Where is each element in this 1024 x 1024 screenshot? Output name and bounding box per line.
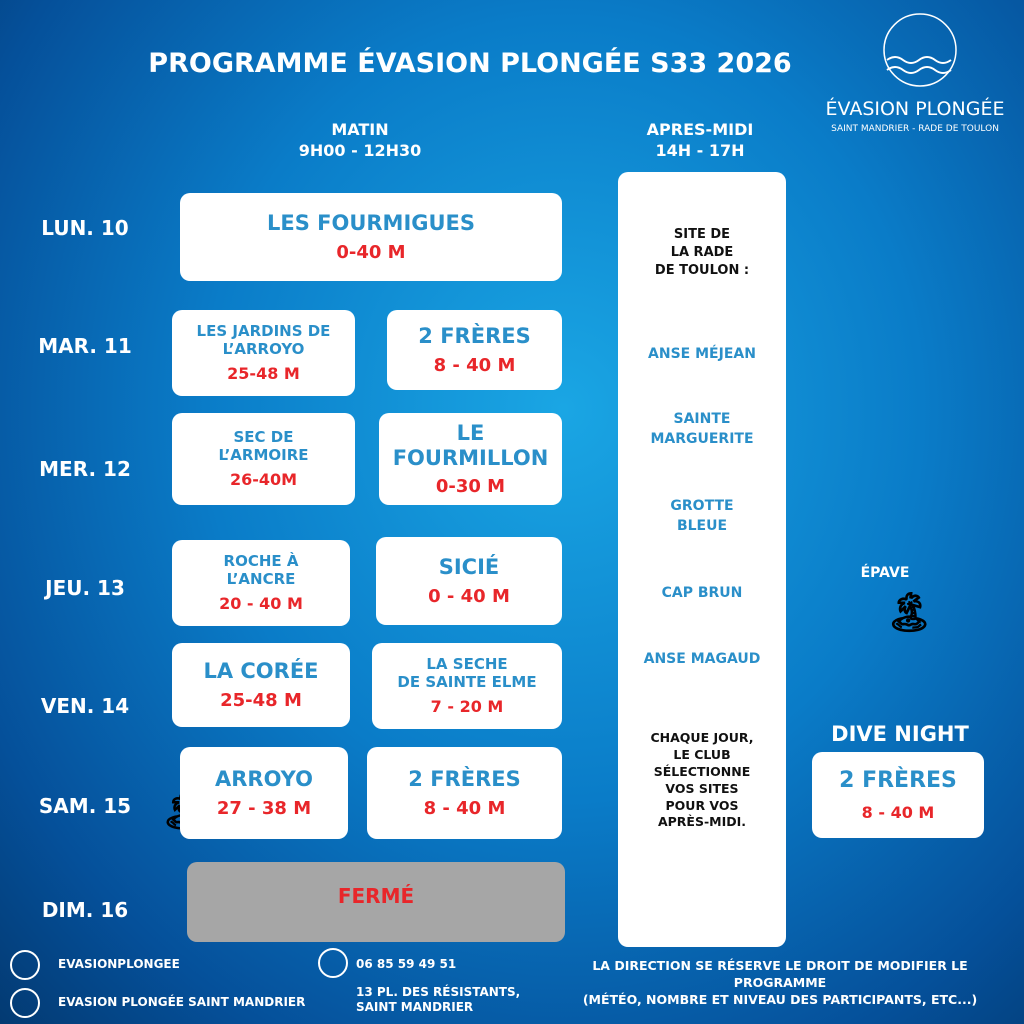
dive-card: LE FOURMILLON 0-30 M: [379, 413, 562, 505]
depth: 26-40M: [229, 469, 298, 489]
note-line: CHAQUE JOUR,: [650, 730, 754, 745]
afternoon-site: ANSE MÉJEAN: [618, 345, 786, 365]
site-name: L’ARMOIRE: [218, 445, 309, 464]
facebook-icon: [10, 988, 40, 1018]
afternoon-hours: 14H - 17H: [655, 141, 745, 160]
afternoon-site: GROTTE BLEUE: [618, 497, 786, 536]
day-label: LUN. 10: [41, 216, 129, 240]
afternoon-panel: [618, 172, 786, 947]
note-line: LE CLUB: [673, 746, 731, 762]
site-name: LES JARDINS DE: [196, 322, 331, 341]
disclaimer-1: LA DIRECTION SE RÉSERVE LE DROIT DE MODI…: [592, 958, 968, 973]
site-line: ANSE MÉJEAN: [648, 346, 756, 362]
site-name: ARROYO: [214, 767, 313, 792]
depth: 0 - 40 M: [428, 585, 510, 607]
dive-card: LES FOURMIGUES 0-40 M: [180, 193, 562, 281]
dive-card: LA CORÉE 25-48 M: [172, 643, 350, 727]
site-name: SICIÉ: [438, 555, 500, 580]
depth: 20 - 40 M: [219, 593, 303, 613]
night-depth: 8 - 40 M: [861, 803, 935, 823]
site-name: DE SAINTE ELME: [397, 672, 537, 691]
morning-hours: 9H00 - 12H30: [298, 141, 422, 160]
logo-name: ÉVASION PLONGÉE: [825, 98, 1005, 120]
site-name: LES FOURMIGUES: [266, 211, 476, 236]
wreck-icon: 🏝: [885, 590, 934, 634]
instagram-icon: [10, 950, 40, 980]
address-2: SAINT MANDRIER: [356, 1000, 474, 1014]
disclaimer-3: (MÉTÉO, NOMBRE ET NIVEAU DES PARTICIPANT…: [582, 992, 978, 1007]
site-line: BLEUE: [676, 517, 728, 534]
disclaimer-2: PROGRAMME: [733, 975, 827, 990]
night-label: DIVE NIGHT: [831, 722, 969, 746]
wreck-label: ÉPAVE: [860, 565, 910, 581]
dive-card: 2 FRÈRES 8 - 40 M: [387, 310, 562, 390]
dive-card: SICIÉ 0 - 40 M: [376, 537, 562, 625]
instagram: EVASIONPLONGEE: [58, 957, 180, 971]
day-label: VEN. 14: [40, 694, 130, 718]
phone-icon: [318, 948, 348, 978]
phone: 06 85 59 49 51: [356, 957, 457, 971]
site-line: ANSE MAGAUD: [643, 651, 761, 667]
site-name: SEC DE: [233, 428, 294, 447]
facebook: EVASION PLONGÉE SAINT MANDRIER: [58, 995, 306, 1009]
day-label: SAM. 15: [38, 794, 132, 818]
site-name: LE FOURMILLON: [392, 421, 549, 470]
afternoon-intro: SITE DE LA RADE DE TOULON :: [618, 226, 786, 281]
site-name: 2 FRÈRES: [408, 767, 521, 792]
dive-card: SEC DE L’ARMOIRE 26-40M: [172, 413, 355, 505]
depth: 0-40 M: [336, 241, 406, 263]
intro-line: LA RADE: [670, 245, 734, 261]
note-line: VOS SITES: [665, 780, 739, 796]
depth: 8 - 40 M: [433, 354, 516, 376]
day-label: MAR. 11: [38, 334, 132, 358]
afternoon-site: SAINTE MARGUERITE: [618, 410, 786, 449]
site-line: CAP BRUN: [661, 585, 743, 601]
afternoon-label: APRES-MIDI: [646, 120, 754, 139]
dive-card: LES JARDINS DE L’ARROYO 25-48 M: [172, 310, 355, 396]
note-line: POUR VOS: [665, 797, 739, 813]
site-name: 2 FRÈRES: [418, 324, 531, 349]
site-name: LA SECHE: [426, 655, 508, 674]
depth: 8 - 40 M: [423, 797, 506, 819]
day-label: MER. 12: [39, 457, 131, 481]
dive-card: ROCHE À L’ANCRE 20 - 40 M: [172, 540, 350, 626]
site-name: L’ARROYO: [222, 339, 305, 358]
note-line: SÉLECTIONNE: [653, 763, 751, 779]
day-label: JEU. 13: [45, 576, 125, 600]
afternoon-note: CHAQUE JOUR, LE CLUB SÉLECTIONNE VOS SITES P…: [618, 730, 786, 831]
depth: 7 - 20 M: [430, 696, 504, 716]
site-name: ROCHE À: [223, 552, 299, 571]
day-label: DIM. 16: [41, 898, 129, 922]
night-site: 2 FRÈRES: [839, 767, 957, 793]
title: PROGRAMME ÉVASION PLONGÉE S33 2026: [148, 48, 792, 79]
morning-label: MATIN: [331, 120, 389, 139]
afternoon-site: ANSE MAGAUD: [618, 650, 786, 670]
site-line: SAINTE: [673, 411, 731, 427]
site-line: GROTTE: [670, 498, 734, 514]
closed-text: FERMÉ: [337, 884, 415, 908]
depth: 27 - 38 M: [216, 797, 312, 819]
note-line: APRÈS-MIDI.: [657, 814, 747, 830]
closed-card: FERMÉ: [187, 862, 565, 942]
intro-line: SITE DE: [673, 227, 731, 242]
address-1: 13 PL. DES RÉSISTANTS,: [356, 985, 521, 999]
depth: 0-30 M: [435, 475, 506, 497]
depth: 25-48 M: [220, 689, 302, 711]
logo-tagline: SAINT MANDRIER - RADE DE TOULON: [831, 124, 999, 134]
dive-card: ARROYO 27 - 38 M: [180, 747, 348, 839]
logo-icon: [883, 13, 957, 87]
afternoon-site: CAP BRUN: [618, 584, 786, 604]
dive-card: 2 FRÈRES 8 - 40 M: [367, 747, 562, 839]
dive-card: LA SECHE DE SAINTE ELME 7 - 20 M: [372, 643, 562, 729]
depth: 25-48 M: [227, 363, 300, 383]
site-name: L’ANCRE: [226, 569, 296, 588]
intro-line: DE TOULON :: [654, 263, 750, 279]
site-line: MARGUERITE: [650, 430, 754, 447]
night-card: 2 FRÈRES 8 - 40 M: [812, 752, 984, 838]
site-name: LA CORÉE: [203, 659, 319, 684]
